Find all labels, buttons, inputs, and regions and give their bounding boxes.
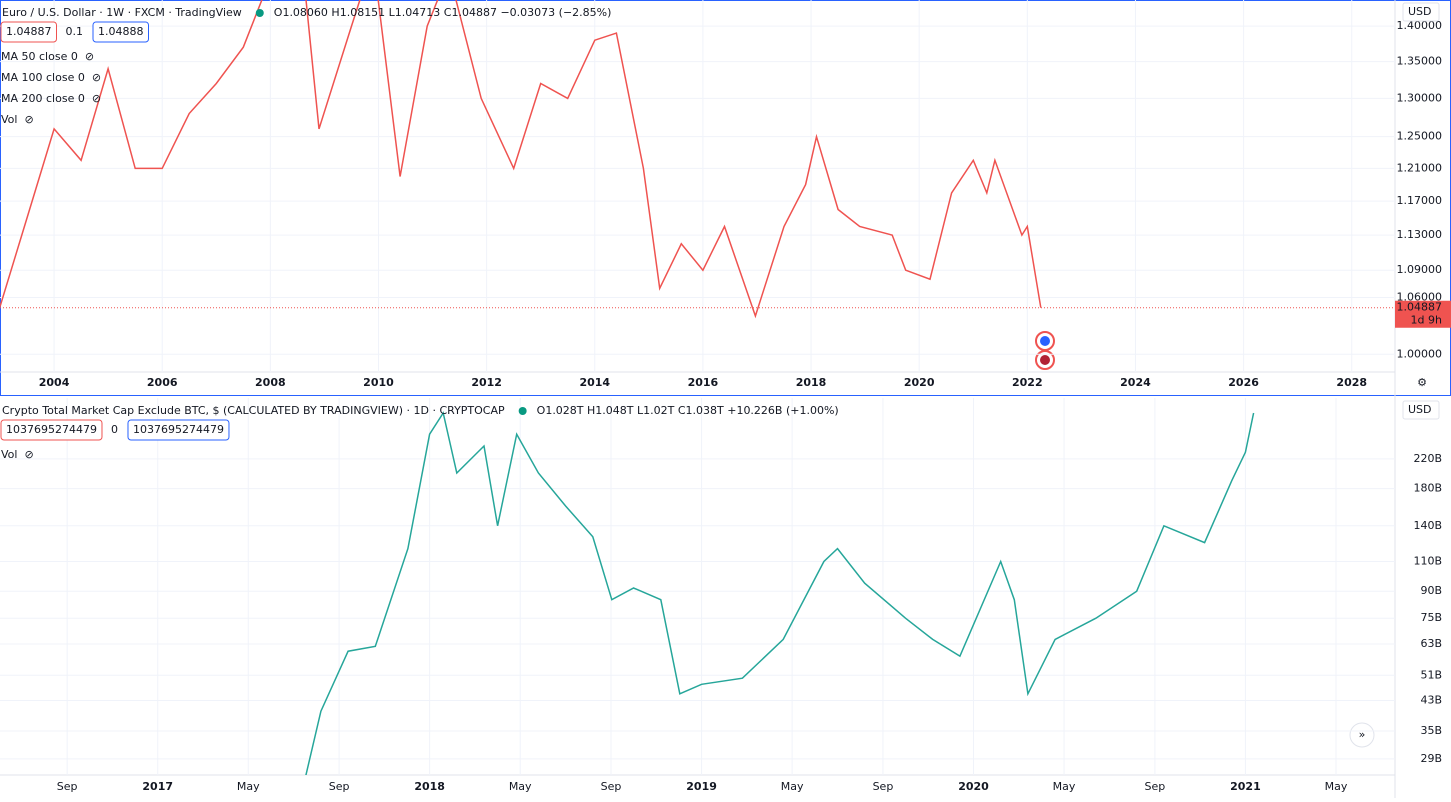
ohlc: O1.08060 H1.08151 L1.04713 C1.04887 −0.0…	[274, 6, 612, 19]
ask: 1.04888	[98, 25, 144, 38]
visibility-icon: ⊘	[92, 71, 101, 84]
countdown: 1d 9h	[1411, 314, 1442, 327]
x-tick-label: 2014	[579, 376, 610, 389]
y-tick-label: 1.09000	[1397, 263, 1443, 276]
indicator[interactable]: MA 100 close 0	[1, 71, 85, 84]
x-tick-label: Sep	[601, 780, 622, 793]
x-tick-label: May	[781, 780, 804, 793]
spread: 0	[111, 423, 118, 436]
last-price-box	[1395, 300, 1451, 328]
y-tick-label: 75B	[1420, 611, 1442, 624]
y-tick-label: 180B	[1413, 482, 1442, 495]
x-tick-label: Sep	[1145, 780, 1166, 793]
x-tick-label: 2006	[147, 376, 178, 389]
currency-button[interactable]	[1402, 2, 1440, 22]
visibility-icon: ⊘	[24, 113, 33, 126]
x-tick-label: May	[237, 780, 260, 793]
y-tick-label: 1.40000	[1397, 19, 1443, 32]
y-tick-label: 90B	[1420, 584, 1442, 597]
y-tick-label: 43B	[1420, 694, 1442, 707]
indicator[interactable]: MA 200 close 0	[1, 92, 85, 105]
event-icon-inner	[1040, 336, 1050, 346]
x-tick-label: Sep	[57, 780, 78, 793]
y-tick-label: 110B	[1413, 555, 1442, 568]
chart-title: Crypto Total Market Cap Exclude BTC, $ (…	[2, 404, 505, 417]
x-tick-label: 2020	[904, 376, 935, 389]
x-tick-label: 2019	[686, 780, 717, 793]
chart-title: Euro / U.S. Dollar · 1W · FXCM · Trading…	[2, 6, 242, 19]
bid: 1037695274479	[6, 423, 97, 436]
indicator[interactable]: Vol	[1, 448, 17, 461]
currency: USD	[1408, 403, 1432, 416]
x-tick-label: 2012	[471, 376, 502, 389]
x-tick-label: 2016	[688, 376, 719, 389]
price-line	[305, 411, 1255, 775]
indicator[interactable]: MA 50 close 0	[1, 50, 78, 63]
x-tick-label: 2008	[255, 376, 286, 389]
x-tick-label: 2010	[363, 376, 394, 389]
x-tick-label: May	[1325, 780, 1348, 793]
ohlc: O1.028T H1.048T L1.02T C1.038T +10.226B …	[537, 404, 839, 417]
scroll-icon: »	[1359, 728, 1366, 741]
pane-border	[0, 0, 1451, 396]
last-price: 1.04887	[1397, 301, 1443, 314]
x-tick-label: 2018	[796, 376, 827, 389]
event-icon-inner	[1040, 355, 1050, 365]
y-tick-label: 63B	[1420, 637, 1442, 650]
x-tick-label: 2020	[958, 780, 989, 793]
spread: 0.1	[66, 25, 84, 38]
x-tick-label: Sep	[329, 780, 350, 793]
y-tick-label: 1.35000	[1397, 55, 1443, 68]
plot	[0, 0, 1395, 372]
y-tick-label: 1.00000	[1397, 347, 1443, 360]
x-tick-label: 2022	[1012, 376, 1043, 389]
y-tick-label: 1.17000	[1397, 194, 1443, 207]
bid-box[interactable]	[0, 419, 103, 441]
y-tick-label: 1.06000	[1397, 290, 1443, 303]
x-tick-label: 2026	[1228, 376, 1259, 389]
y-tick-label: 1.25000	[1397, 130, 1443, 143]
x-tick-label: May	[509, 780, 532, 793]
visibility-icon: ⊘	[92, 92, 101, 105]
currency: USD	[1408, 5, 1432, 18]
bid: 1.04887	[6, 25, 52, 38]
currency-button[interactable]	[1402, 400, 1440, 420]
settings-icon[interactable]: ⚙	[1417, 376, 1427, 389]
y-tick-label: 220B	[1413, 452, 1442, 465]
x-tick-label: Sep	[873, 780, 894, 793]
x-tick-label: 2024	[1120, 376, 1151, 389]
x-tick-label: 2017	[142, 780, 173, 793]
y-tick-label: 1.21000	[1397, 161, 1443, 174]
x-tick-label: 2028	[1336, 376, 1367, 389]
visibility-icon: ⊘	[85, 50, 94, 63]
status-dot	[255, 9, 264, 17]
y-tick-label: 1.30000	[1397, 91, 1443, 104]
x-tick-label: 2004	[39, 376, 70, 389]
y-tick-label: 29B	[1420, 752, 1442, 765]
ask-box[interactable]	[92, 21, 149, 43]
y-tick-label: 51B	[1420, 668, 1442, 681]
x-tick-label: May	[1053, 780, 1076, 793]
status-dot	[518, 407, 527, 415]
ask: 1037695274479	[133, 423, 224, 436]
price-line	[0, 0, 1042, 319]
x-tick-label: 2018	[414, 780, 445, 793]
ask-box[interactable]	[127, 419, 230, 441]
bid-box[interactable]	[0, 21, 57, 43]
y-tick-label: 35B	[1420, 724, 1442, 737]
scroll-button[interactable]	[1349, 722, 1375, 748]
x-tick-label: 2021	[1230, 780, 1261, 793]
y-tick-label: 1.13000	[1397, 228, 1443, 241]
indicator[interactable]: Vol	[1, 113, 17, 126]
plot	[0, 398, 1395, 775]
y-tick-label: 140B	[1413, 519, 1442, 532]
visibility-icon: ⊘	[24, 448, 33, 461]
